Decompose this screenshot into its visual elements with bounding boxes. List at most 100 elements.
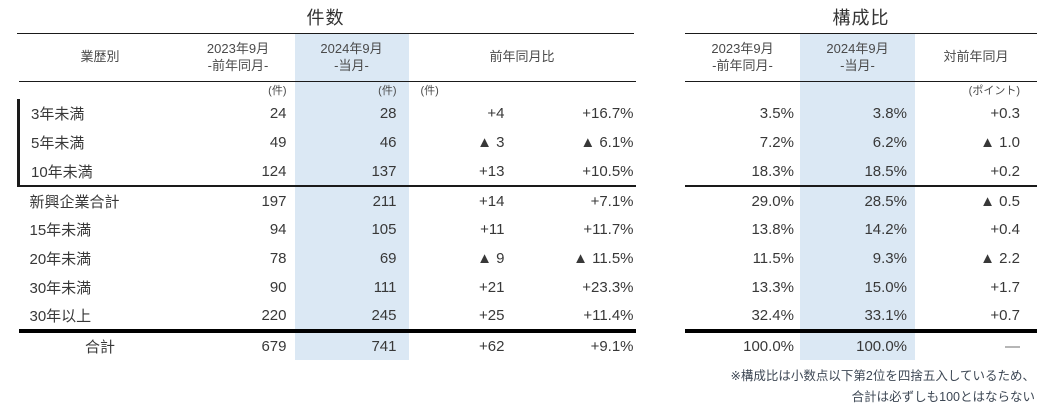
value-current: 105 [294, 215, 409, 244]
count-unit-current: (件) [294, 81, 409, 99]
ratio-header-yoy: 対前年同月 [915, 34, 1037, 82]
count-header-row: 業歴別 2023年9月 -前年同月- 2024年9月 -当月- 前年同月比 [18, 34, 636, 82]
ratio-diff: ▲ 0.5 [980, 192, 1020, 210]
ratio-table-section: 構成比 2023年9月 -前年同月- 2024年9月 -当月- 対前年同月 (ポ… [685, 5, 1037, 360]
table-row: 15年未満 94 105 +11 +11.7% [19, 215, 636, 244]
ratio-current: 33.1% [800, 302, 915, 333]
ratio-current: 18.5% [800, 157, 915, 187]
table-row: 5年未満 49 46 ▲ 3 ▲ 6.1% [17, 128, 636, 157]
value-pct: +16.7% [582, 105, 634, 122]
ratio-table: 2023年9月 -前年同月- 2024年9月 -当月- 対前年同月 (ポイント)… [685, 34, 1037, 360]
ratio-prev-year: 11.5% [752, 250, 794, 267]
ratio-unit-spacer [685, 81, 800, 99]
value-prev-year: 124 [181, 157, 295, 187]
table-row: 10年未満 124 137 +13 +10.5% [17, 157, 636, 187]
ratio-prev-year: 29.0% [751, 192, 794, 210]
count-header-yoy: 前年同月比 [408, 34, 636, 82]
ratio-current: 15.0% [800, 273, 915, 302]
total-label: 合計 [84, 339, 115, 356]
count-header-prev-line1: 2023年9月 [206, 40, 270, 56]
ratio-header-prev-line1: 2023年9月 [711, 40, 774, 56]
ratio-prev-year: 13.8% [751, 221, 794, 238]
total-current: 741 [294, 331, 409, 360]
value-pct: +11.7% [583, 221, 634, 238]
ratio-diff: +0.7 [915, 302, 1037, 333]
count-unit-prev: (件) [268, 85, 287, 98]
value-diff: +13 [408, 157, 507, 187]
count-unit-spacer [19, 81, 182, 99]
value-pct: +7.1% [590, 192, 634, 210]
value-current: 245 [294, 302, 409, 333]
ratio-total-prev: 100.0% [743, 338, 794, 355]
ratio-current: 28.5% [800, 186, 915, 215]
ratio-diff: +0.4 [990, 221, 1020, 238]
count-header-prev-line2: -前年同月- [207, 58, 269, 74]
row-label: 30年以上 [18, 302, 182, 333]
count-header-current-line1: 2024年9月 [320, 40, 383, 56]
value-prev-year: 49 [269, 134, 287, 151]
count-table-title: 件数 [17, 5, 634, 34]
count-header-current: 2024年9月 -当月- [294, 34, 409, 82]
value-prev-year: 90 [269, 279, 287, 296]
count-unit-yoy: (件) [420, 85, 439, 98]
row-label: 20年未満 [29, 251, 92, 268]
ratio-current: 3.8% [800, 99, 915, 128]
value-pct: +23.3% [582, 279, 634, 296]
row-label: 5年未満 [17, 128, 182, 157]
ratio-diff: ▲ 1.0 [980, 134, 1020, 151]
row-label: 15年未満 [29, 222, 92, 239]
value-diff: +25 [408, 302, 507, 333]
total-diff: +62 [479, 338, 505, 355]
row-label: 3年未満 [17, 99, 182, 128]
table-row: 3年未満 24 28 +4 +16.7% [17, 99, 636, 128]
value-current: 28 [294, 99, 409, 128]
value-current: 46 [294, 128, 409, 157]
ratio-total-diff: — [1005, 338, 1020, 355]
count-unit-row: (件) (件) (件) [19, 81, 636, 99]
value-prev-year: 24 [269, 105, 287, 122]
total-pct: +9.1% [590, 338, 634, 355]
ratio-header-row: 2023年9月 -前年同月- 2024年9月 -当月- 対前年同月 [685, 34, 1037, 82]
value-diff: +14 [479, 192, 505, 210]
ratio-prev-year: 7.2% [759, 134, 794, 151]
ratio-header-current-line2: -当月- [840, 58, 875, 74]
table-row-total: 合計 679 741 +62 +9.1% [19, 331, 636, 360]
ratio-prev-year: 18.3% [685, 157, 800, 187]
ratio-unit-spacer [800, 81, 915, 99]
ratio-header-prev: 2023年9月 -前年同月- [685, 34, 800, 82]
table-row: 30年未満 90 111 +21 +23.3% [19, 273, 636, 302]
count-header-prev: 2023年9月 -前年同月- [181, 34, 295, 82]
ratio-current: 14.2% [800, 215, 915, 244]
footnote-line1: ※構成比は小数点以下第2位を四捨五入しているため、 [730, 369, 1035, 383]
ratio-unit-row: (ポイント) [685, 81, 1037, 99]
ratio-diff: +0.3 [990, 105, 1020, 122]
value-prev-year: 94 [269, 221, 287, 238]
table-row: 13.3% 15.0% +1.7 [685, 273, 1037, 302]
ratio-header-prev-line2: -前年同月- [712, 58, 773, 74]
footnote: ※構成比は小数点以下第2位を四捨五入しているため、 合計は必ずしも100とはなら… [730, 366, 1035, 407]
table-row: 7.2% 6.2% ▲ 1.0 [685, 128, 1037, 157]
ratio-diff: +0.2 [915, 157, 1037, 187]
footnote-line2: 合計は必ずしも100とはならない [851, 389, 1035, 404]
value-diff: ▲ 3 [477, 134, 505, 151]
value-diff: +21 [479, 279, 505, 296]
value-prev-year: 78 [269, 250, 287, 267]
count-header-current-line2: -当月- [334, 58, 369, 74]
ratio-header-current: 2024年9月 -当月- [800, 34, 915, 82]
value-prev-year: 220 [181, 302, 295, 333]
total-prev-year: 679 [261, 338, 287, 355]
table-row: 3.5% 3.8% +0.3 [685, 99, 1037, 128]
value-diff: +11 [480, 221, 505, 238]
value-current: 69 [294, 244, 409, 273]
table-row-total: 100.0% 100.0% — [685, 331, 1037, 360]
ratio-prev-year: 3.5% [759, 105, 794, 122]
ratio-current: 6.2% [800, 128, 915, 157]
table-row: 32.4% 33.1% +0.7 [685, 302, 1037, 333]
ratio-unit-yoy: (ポイント) [968, 85, 1020, 98]
table-row: 20年未満 78 69 ▲ 9 ▲ 11.5% [19, 244, 636, 273]
ratio-current: 9.3% [800, 244, 915, 273]
value-pct: +10.5% [506, 157, 636, 187]
value-pct: ▲ 11.5% [573, 250, 634, 267]
row-label: 30年未満 [29, 280, 92, 297]
value-current: 211 [294, 186, 409, 215]
